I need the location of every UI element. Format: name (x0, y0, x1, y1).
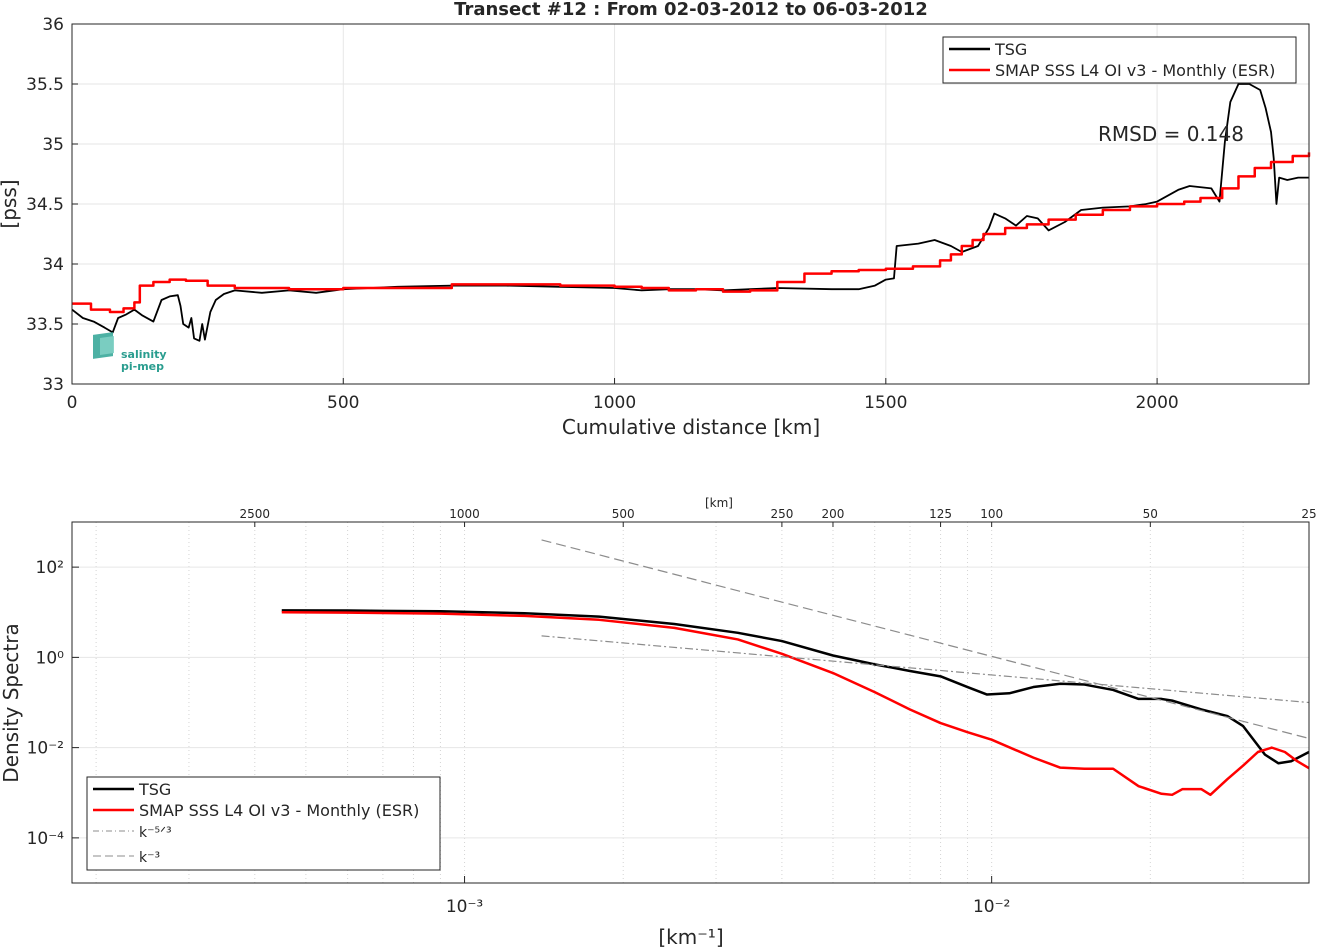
bottom-top-tick-label: 1000 (449, 507, 480, 521)
logo-text-line2: pi-mep (121, 360, 164, 373)
bottom-ticks: 10⁻⁴ 10⁻² 10⁰ 10² 10⁻³ 10⁻² 2500 1000 500 250 200 1… (27, 507, 1317, 917)
top-ytick-label: 33 (42, 375, 64, 395)
salinity-pi-mep-logo: salinity pi-mep (93, 332, 167, 373)
logo-text-line1: salinity (121, 348, 167, 361)
bottom-chart: 10⁻⁴ 10⁻² 10⁰ 10² 10⁻³ 10⁻² 2500 1000 500 250 200 1… (0, 496, 1317, 948)
bottom-xtick-label: 10⁻² (973, 897, 1010, 917)
bottom-xtick-label: 10⁻³ (446, 897, 483, 917)
legend-bottom-label-tsg: TSG (138, 780, 171, 799)
bottom-top-tick-label: 500 (612, 507, 635, 521)
bottom-top-tick-label: 125 (929, 507, 952, 521)
bottom-plot-frame (71, 521, 1310, 884)
top-chart: Transect #12 : From 02-03-2012 to 06-03-… (0, 0, 1311, 439)
rmsd-annotation: RMSD = 0.148 (1098, 122, 1244, 146)
legend-bottom-label-smap: SMAP SSS L4 OI v3 - Monthly (ESR) (139, 801, 419, 820)
logo-mark-inner (100, 335, 114, 355)
bottom-ytick-label: 10² (36, 558, 64, 578)
top-ytick-label: 36 (42, 15, 64, 35)
bottom-top-tick-label: 100 (980, 507, 1003, 521)
top-xtick-label: 500 (327, 393, 359, 413)
top-xlabel: Cumulative distance [km] (562, 415, 820, 439)
bottom-top-tick-label: 2500 (240, 507, 271, 521)
bottom-ytick-label: 10⁻² (27, 739, 64, 759)
bottom-xlabel: [km⁻¹] (658, 925, 723, 948)
legend-top-label-smap: SMAP SSS L4 OI v3 - Monthly (ESR) (995, 61, 1275, 80)
top-xtick-label: 0 (67, 393, 78, 413)
legend-bottom-label-k3: k⁻³ (139, 850, 160, 866)
legend-top-box (942, 36, 1297, 84)
bottom-top-tick-label: 200 (822, 507, 845, 521)
legend-bottom-box (86, 776, 441, 871)
top-ytick-label: 34 (42, 255, 64, 275)
legend-top: TSG SMAP SSS L4 OI v3 - Monthly (ESR) (942, 36, 1297, 84)
bottom-top-tick-label: 250 (770, 507, 793, 521)
bottom-series-line-tsg (281, 609, 1310, 765)
top-chart-title: Transect #12 : From 02-03-2012 to 06-03-… (454, 0, 928, 20)
bottom-ytick-label: 10⁻⁴ (27, 829, 65, 849)
top-ytick-label: 33.5 (26, 315, 64, 335)
legend-bottom: TSG SMAP SSS L4 OI v3 - Monthly (ESR) k⁻… (86, 776, 441, 871)
bottom-top-tick-label: 50 (1143, 507, 1158, 521)
bottom-top-tick-label: 25 (1301, 507, 1316, 521)
top-series-line-tsg (71, 83, 1309, 342)
bottom-series (281, 539, 1310, 797)
bottom-series-line-k3 (541, 539, 1310, 739)
top-ytick-label: 35 (42, 135, 64, 155)
bottom-series-line-smap (281, 611, 1310, 797)
top-series (71, 83, 1311, 342)
top-ylabel: [pss] (0, 179, 21, 228)
top-ytick-label: 34.5 (26, 195, 64, 215)
bottom-ytick-label: 10⁰ (36, 648, 65, 668)
top-ticks: 0 500 1000 1500 2000 33 33.5 34 34.5 35 35.5 36 (26, 15, 1179, 413)
bottom-top-axis-label: [km] (705, 496, 733, 510)
top-xtick-label: 1000 (593, 393, 636, 413)
top-series-line-smap (72, 152, 1311, 314)
legend-bottom-label-k53: k⁻⁵ᐟ³ (139, 825, 172, 841)
top-ytick-label: 35.5 (26, 75, 64, 95)
legend-top-label-tsg: TSG (994, 40, 1027, 59)
bottom-ylabel: Density Spectra (0, 623, 23, 782)
bottom-series-line-k53 (541, 635, 1310, 704)
top-xtick-label: 2000 (1135, 393, 1178, 413)
top-xtick-label: 1500 (864, 393, 907, 413)
